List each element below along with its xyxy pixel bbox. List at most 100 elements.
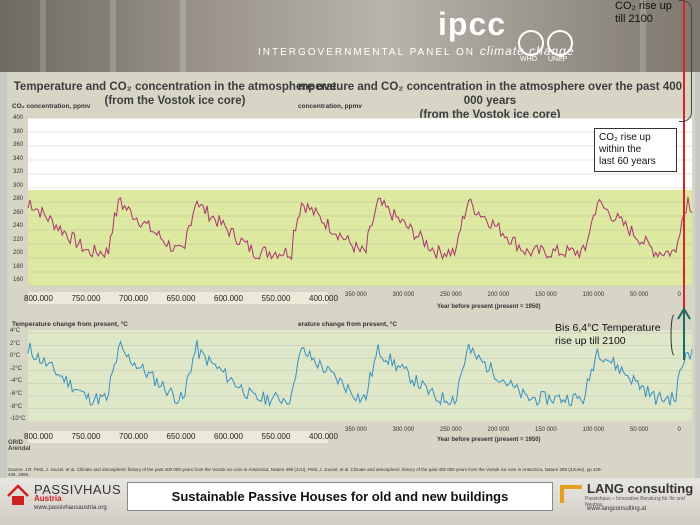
x-axis-bar-temp-left: [28, 431, 328, 443]
x-tick-label: 100 000: [582, 427, 605, 433]
x-tick-label: 750.000: [71, 432, 101, 441]
temp-grid: [28, 332, 692, 422]
passivhaus-name: PASSIVHAUS: [34, 482, 122, 497]
temp-ytick-label: -4°C: [10, 378, 23, 385]
co2-ytick-label: 380: [13, 128, 24, 135]
x-axis-bar-left: [28, 292, 328, 304]
temp-series-line: [27, 339, 693, 408]
temp-axis-label: Temperature change from present, °C: [12, 321, 128, 328]
header-stripe: [40, 0, 46, 72]
x-tick-label: 550.000: [261, 432, 291, 441]
ipcc-header: [0, 0, 700, 72]
x-tick-label: 100 000: [582, 292, 605, 298]
title-right-line1: mperature and CO₂ concentration in the a…: [297, 81, 683, 107]
co2-ytick-label: 280: [13, 196, 24, 202]
title-left-line1: Temperature and CO₂ concentration in the…: [13, 81, 337, 93]
co2-ytick-label: 260: [13, 209, 24, 216]
co2-ytick-label: 240: [13, 223, 24, 229]
co2-ytick-label: 400: [13, 115, 24, 121]
x-tick-label: 300 000: [392, 292, 415, 298]
temp-plot-area: [28, 330, 692, 422]
temp-axis-label-right: erature change from present, °C: [298, 321, 398, 328]
x-axis-title-bottom: Year before present (present = 1950): [437, 437, 541, 443]
x-tick-label: 700.000: [119, 294, 148, 303]
passivhaus-house-icon: [7, 484, 29, 505]
source-note: Source: J.R. Petit, J. Jouzel, et al. Cl…: [8, 467, 603, 477]
x-tick-label: 650.000: [166, 432, 196, 441]
x-tick-label: 200 000: [487, 292, 510, 298]
temp-ytick-label: -6°C: [10, 391, 23, 397]
who-logo-icon: [518, 30, 544, 56]
x-tick-label: 800.000: [24, 294, 53, 303]
chart-title-left: Temperature and CO₂ concentration in the…: [10, 80, 340, 108]
x-tick-label: 400.000: [309, 432, 338, 441]
callout-co2-60-years: CO₂ rise up within the last 60 years: [594, 128, 677, 172]
x-tick-label: 150 000: [535, 292, 557, 298]
x-tick-label: 600.000: [214, 294, 243, 303]
co2-ytick-label: 200: [13, 250, 24, 256]
callout-line: CO₂ rise up: [599, 132, 651, 143]
x-tick-label: 50 000: [630, 427, 649, 433]
co2-white-area: [28, 118, 692, 190]
x-tick-label: 0: [677, 427, 681, 433]
lang-consulting-logo-icon: [560, 485, 582, 503]
x-tick-label: 350 000: [345, 427, 367, 433]
lang-consulting-url[interactable]: www.langconsulting.at: [587, 506, 647, 512]
passivhaus-url[interactable]: www.passivhausaustria.org: [34, 505, 107, 511]
temp-ytick-label: 4°C: [10, 328, 21, 334]
callout-line: CO₂ rise up: [615, 0, 672, 12]
x-axis-title-top: Year before present (present = 1950): [437, 304, 541, 310]
lang-consulting-sub: Passivhaus – Innovative Beratung für Ihr…: [585, 496, 685, 508]
co2-ytick-label: 320: [13, 169, 24, 175]
unep-label: UNEP: [548, 56, 568, 63]
co2-grid: [28, 117, 692, 287]
callout-temp-2100: Bis 6,4°C Temperature rise up till 2100: [555, 322, 661, 348]
temp-rise-arrow-icon: [670, 307, 691, 360]
co2-axis-label-right: concentration, ppmv: [298, 103, 362, 110]
co2-ytick-label: 220: [13, 236, 24, 243]
x-tick-label: 150 000: [535, 427, 557, 433]
x-tick-label: 650.000: [166, 294, 196, 303]
x-tick-label: 300 000: [392, 427, 415, 433]
temp-ytick-label: 2°C: [10, 340, 21, 347]
temp-ytick-label: -10°C: [10, 416, 26, 423]
x-tick-label: 550.000: [261, 294, 291, 303]
x-tick-label: 250 000: [440, 427, 462, 433]
title-left-line2: (from the Vostok ice core): [104, 95, 246, 107]
x-tick-label: 0: [677, 292, 681, 298]
header-stripe: [640, 0, 646, 72]
x-tick-label: 800.000: [24, 432, 53, 441]
ipcc-logo: ipcc: [438, 6, 507, 42]
x-tick-label: 350 000: [345, 292, 367, 298]
temp-ytick-label: -8°C: [10, 403, 23, 410]
lang-consulting-name: LANG consulting: [587, 481, 694, 496]
x-tick-label: 700.000: [119, 432, 148, 441]
co2-series-line: [27, 196, 693, 261]
unep-logo-icon: [547, 30, 573, 56]
x-tick-label: 250 000: [440, 292, 462, 298]
co2-ytick-label: 300: [13, 182, 24, 189]
subtitle-prefix: INTERGOVERNMENTAL PANEL ON: [258, 47, 476, 58]
co2-natural-band: [28, 190, 692, 286]
co2-ytick-label: 180: [13, 263, 24, 270]
x-tick-label: 200 000: [487, 427, 510, 433]
x-tick-label: 400.000: [309, 294, 338, 303]
grid-arendal-credit: GRID Arendal: [8, 440, 31, 452]
callout-co2-2100: CO₂ rise up till 2100: [615, 0, 672, 26]
header-stripe: [110, 0, 116, 72]
header-stripe: [180, 0, 186, 72]
co2-ytick-label: 160: [13, 277, 24, 283]
co2-rise-arrow: [683, 0, 685, 330]
passivhaus-sub: Austria: [34, 494, 62, 503]
callout-line: within the: [599, 144, 642, 155]
co2-axis-label: CO₂ concentration, ppmv: [12, 103, 91, 110]
x-tick-label: 750.000: [71, 294, 101, 303]
who-label: WHO: [520, 56, 538, 63]
footer-banner: Sustainable Passive Houses for old and n…: [127, 482, 553, 511]
callout-line: Bis 6,4°C Temperature: [555, 322, 661, 334]
temp-ytick-label: 0°C: [10, 353, 21, 360]
co2-brace: [679, 0, 692, 122]
x-tick-label: 600.000: [214, 432, 243, 441]
co2-ytick-label: 340: [13, 155, 24, 162]
